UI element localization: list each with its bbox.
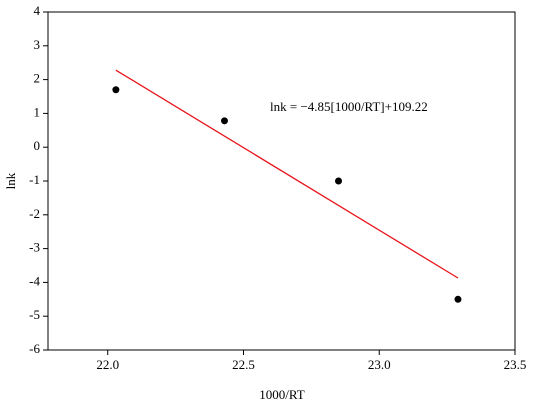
- y-tick-label: 1: [34, 104, 41, 119]
- data-point: [335, 177, 343, 185]
- plot-frame: [47, 11, 516, 351]
- x-tick-label: 23.5: [504, 357, 527, 372]
- y-tick-label: -6: [29, 341, 40, 356]
- y-tick-label: -4: [29, 273, 40, 288]
- data-point: [220, 117, 228, 125]
- x-tick-label: 22.0: [96, 357, 119, 372]
- y-axis-label: lnk: [3, 172, 18, 189]
- x-tick-label: 22.5: [232, 357, 255, 372]
- x-tick-label: 23.0: [368, 357, 391, 372]
- y-tick-label: -1: [29, 172, 40, 187]
- y-tick-label: -3: [29, 240, 40, 255]
- y-tick-label: -5: [29, 307, 40, 322]
- y-tick-label: 4: [34, 3, 41, 18]
- fit-line: [115, 69, 459, 279]
- y-tick-label: 3: [34, 37, 41, 52]
- x-axis-label: 1000/RT: [259, 387, 305, 402]
- y-tick-label: 2: [34, 71, 41, 86]
- equation-annotation: lnk = −4.85[1000/RT]+109.22: [270, 99, 428, 114]
- y-tick-label: 0: [34, 138, 41, 153]
- y-tick-label: -2: [29, 206, 40, 221]
- data-point: [454, 295, 462, 303]
- data-point: [112, 86, 120, 94]
